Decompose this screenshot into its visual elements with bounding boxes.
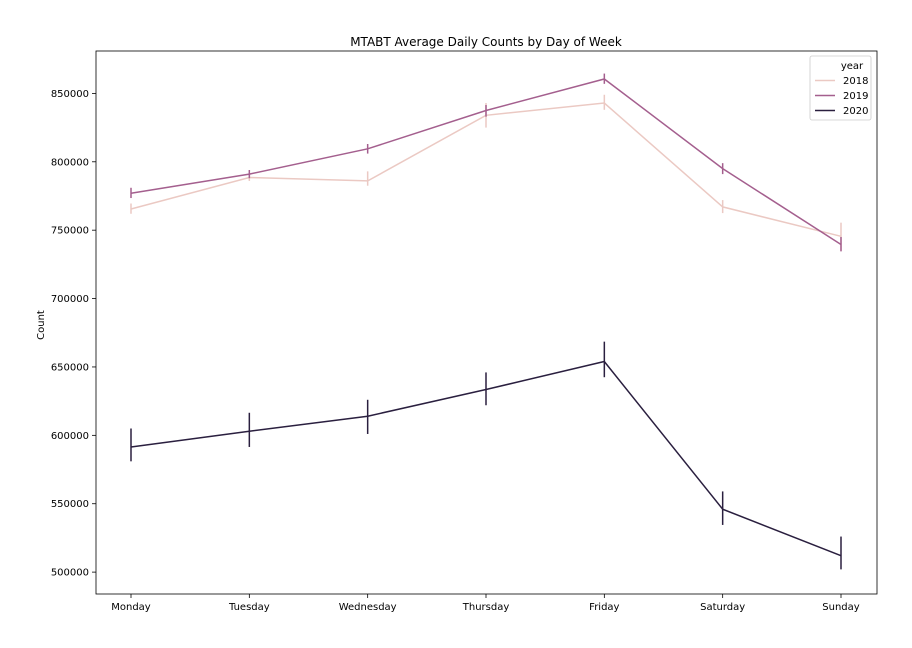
y-tick-label: 850000	[51, 89, 89, 100]
x-tick-label: Tuesday	[228, 602, 270, 613]
x-tick-label: Monday	[111, 602, 151, 613]
y-tick-label: 700000	[51, 294, 89, 305]
y-tick-label: 600000	[51, 431, 89, 442]
series-2020	[130, 341, 842, 570]
chart-title: MTABT Average Daily Counts by Day of Wee…	[350, 35, 622, 49]
x-axis: Monday Tuesday Wednesday Thursday Friday Satu…	[111, 594, 860, 613]
series-layer	[130, 73, 842, 570]
series-2018	[130, 94, 842, 251]
y-tick-label: 750000	[51, 226, 89, 237]
y-axis-label: Count	[36, 310, 47, 340]
legend-label: 2018	[843, 76, 868, 87]
y-tick-label: 650000	[51, 362, 89, 373]
x-tick-label: Friday	[589, 602, 619, 613]
y-tick-label: 500000	[51, 568, 89, 579]
y-tick-label: 800000	[51, 157, 89, 168]
legend-label: 2020	[843, 106, 868, 117]
x-tick-label: Thursday	[462, 602, 510, 613]
series-2019	[130, 73, 842, 252]
x-tick-label: Saturday	[700, 602, 745, 613]
legend-label: 2019	[843, 91, 868, 102]
legend-box	[809, 55, 872, 121]
y-axis: 500000 550000 600000 650000 700000 750000 8000…	[51, 89, 96, 579]
y-tick-label: 550000	[51, 499, 89, 510]
x-tick-label: Wednesday	[339, 602, 397, 613]
legend-title: year	[841, 61, 864, 72]
plot-area-frame	[95, 50, 878, 595]
x-tick-label: Sunday	[822, 602, 859, 613]
legend: year 2018 2019 2020	[809, 55, 872, 121]
